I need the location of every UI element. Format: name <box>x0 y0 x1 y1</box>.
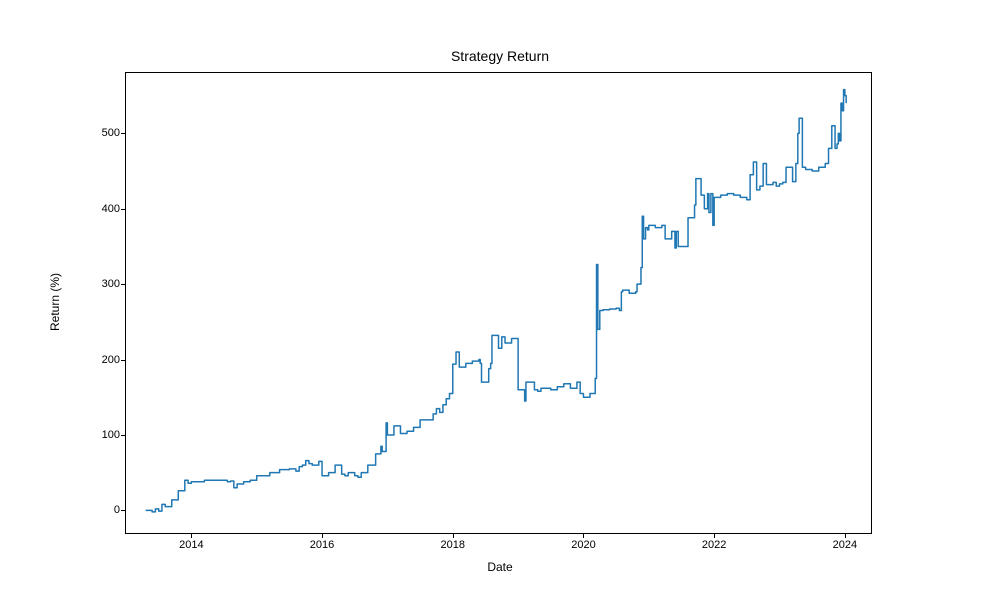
x-tick-mark <box>845 533 846 538</box>
figure: Strategy Return 010020030040050020142016… <box>0 0 1000 600</box>
y-tick-mark <box>121 284 126 285</box>
y-tick-mark <box>121 133 126 134</box>
y-tick-mark <box>121 209 126 210</box>
y-tick-mark <box>121 360 126 361</box>
x-tick-mark <box>583 533 584 538</box>
chart-title: Strategy Return <box>0 48 1000 64</box>
y-tick-mark <box>121 510 126 511</box>
x-axis-label: Date <box>0 560 1000 574</box>
y-axis-label: Return (%) <box>48 273 62 331</box>
plot-area: 0100200300400500201420162018202020222024 <box>125 72 872 534</box>
y-tick-mark <box>121 435 126 436</box>
x-tick-mark <box>322 533 323 538</box>
series-line <box>146 90 847 512</box>
chart-svg <box>126 73 871 533</box>
x-tick-mark <box>191 533 192 538</box>
x-tick-mark <box>453 533 454 538</box>
x-tick-mark <box>714 533 715 538</box>
